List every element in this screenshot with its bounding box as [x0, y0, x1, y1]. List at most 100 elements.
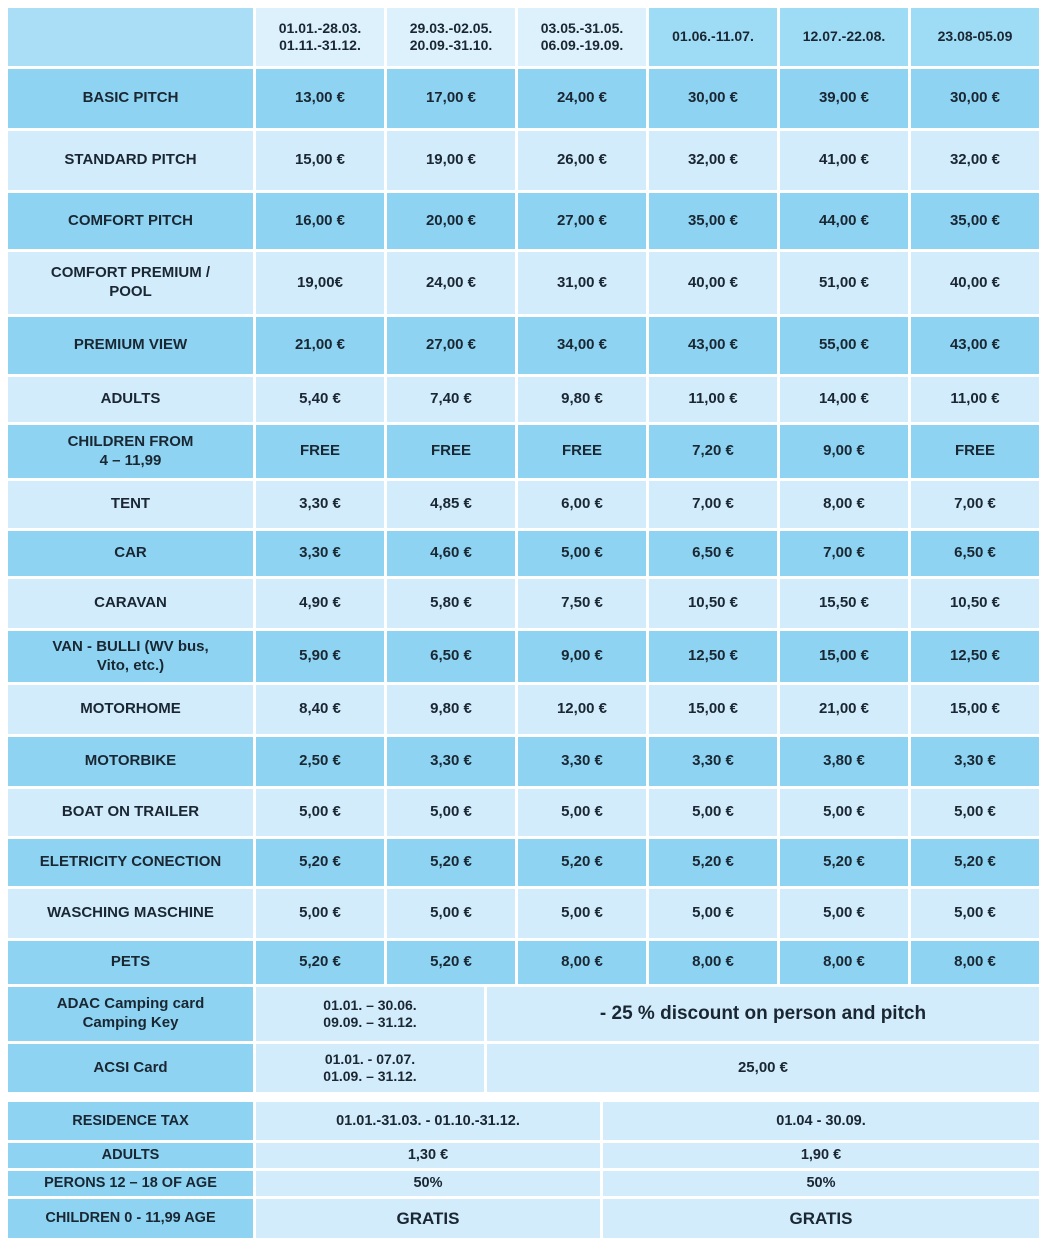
price-cell: 16,00 € — [256, 193, 384, 249]
header-date-cell: 01.06.-11.07. — [649, 8, 777, 66]
price-cell: 15,00 € — [911, 685, 1039, 734]
discount-card-rows: ADAC Camping card Camping Key 01.01. – 30… — [8, 987, 1039, 1092]
row-label: PETS — [8, 941, 253, 984]
price-cell: FREE — [518, 425, 646, 478]
price-cell: 43,00 € — [649, 317, 777, 374]
card-dates: 01.01. - 07.07. 01.09. – 31.12. — [256, 1044, 484, 1092]
price-cell: 10,50 € — [649, 579, 777, 628]
card-label: ADAC Camping card Camping Key — [8, 987, 253, 1041]
table-row: WASCHING MASCHINE 5,00 €5,00 €5,00 €5,00 … — [8, 889, 1039, 938]
price-cell: 8,00 € — [518, 941, 646, 984]
table-row: CARAVAN 4,90 €5,80 €7,50 €10,50 €15,50 €1… — [8, 579, 1039, 628]
row-label: CAR — [8, 531, 253, 576]
price-cell: 11,00 € — [649, 377, 777, 422]
row-label: WASCHING MASCHINE — [8, 889, 253, 938]
price-cell: 8,00 € — [911, 941, 1039, 984]
price-cell: 24,00 € — [518, 69, 646, 128]
price-cell: 4,85 € — [387, 481, 515, 528]
price-cell: 5,20 € — [387, 941, 515, 984]
card-dates: 01.01. – 30.06. 09.09. – 31.12. — [256, 987, 484, 1041]
row-label: BASIC PITCH — [8, 69, 253, 128]
price-cell: 27,00 € — [387, 317, 515, 374]
residence-right: 01.04 - 30.09. — [603, 1102, 1039, 1140]
price-cell: 21,00 € — [780, 685, 908, 734]
price-cell: 27,00 € — [518, 193, 646, 249]
price-cell: 8,40 € — [256, 685, 384, 734]
price-cell: 8,00 € — [780, 941, 908, 984]
price-cell: 6,50 € — [387, 631, 515, 682]
price-cell: 7,00 € — [911, 481, 1039, 528]
price-cell: 7,50 € — [518, 579, 646, 628]
residence-label: ADULTS — [8, 1143, 253, 1168]
row-label: PREMIUM VIEW — [8, 317, 253, 374]
table-row: VAN - BULLI (WV bus, Vito, etc.) 5,90 €6,… — [8, 631, 1039, 682]
card-label: ACSI Card — [8, 1044, 253, 1092]
price-cell: 9,80 € — [518, 377, 646, 422]
row-label: VAN - BULLI (WV bus, Vito, etc.) — [8, 631, 253, 682]
residence-left: 1,30 € — [256, 1143, 600, 1168]
price-cell: 44,00 € — [780, 193, 908, 249]
price-rows: BASIC PITCH 13,00 €17,00 €24,00 €30,00 €3… — [8, 69, 1039, 984]
residence-label: RESIDENCE TAX — [8, 1102, 253, 1140]
price-cell: 3,30 € — [649, 737, 777, 786]
price-cell: 5,00 € — [518, 531, 646, 576]
price-cell: 5,00 € — [256, 889, 384, 938]
price-cell: 10,50 € — [911, 579, 1039, 628]
price-cell: 7,00 € — [780, 531, 908, 576]
price-cell: 32,00 € — [649, 131, 777, 190]
row-label: CHILDREN FROM 4 – 11,99 — [8, 425, 253, 478]
price-cell: 30,00 € — [911, 69, 1039, 128]
price-cell: 7,40 € — [387, 377, 515, 422]
price-cell: 5,00 € — [387, 889, 515, 938]
residence-right: 50% — [603, 1171, 1039, 1196]
price-cell: 6,50 € — [649, 531, 777, 576]
price-cell: 5,20 € — [911, 839, 1039, 886]
row-label: COMFORT PITCH — [8, 193, 253, 249]
residence-row: RESIDENCE TAX 01.01.-31.03. - 01.10.-31.1… — [8, 1102, 1039, 1140]
price-cell: 5,20 € — [780, 839, 908, 886]
header-date-cell: 23.08-05.09 — [911, 8, 1039, 66]
row-label: TENT — [8, 481, 253, 528]
header-date-cell: 29.03.-02.05. 20.09.-31.10. — [387, 8, 515, 66]
price-cell: 12,50 € — [911, 631, 1039, 682]
residence-row: PERONS 12 – 18 OF AGE 50% 50% — [8, 1171, 1039, 1196]
row-label: MOTORHOME — [8, 685, 253, 734]
price-cell: 2,50 € — [256, 737, 384, 786]
table-row: PREMIUM VIEW 21,00 €27,00 €34,00 €43,00 €… — [8, 317, 1039, 374]
price-cell: 5,90 € — [256, 631, 384, 682]
header-date-cell: 01.01.-28.03. 01.11.-31.12. — [256, 8, 384, 66]
row-label: STANDARD PITCH — [8, 131, 253, 190]
price-cell: 12,50 € — [649, 631, 777, 682]
price-cell: 43,00 € — [911, 317, 1039, 374]
price-cell: 5,00 € — [649, 889, 777, 938]
price-cell: FREE — [256, 425, 384, 478]
row-label: MOTORBIKE — [8, 737, 253, 786]
price-cell: 19,00€ — [256, 252, 384, 314]
price-cell: 13,00 € — [256, 69, 384, 128]
table-row: ADULTS 5,40 €7,40 €9,80 €11,00 €14,00 €11… — [8, 377, 1039, 422]
table-row: BOAT ON TRAILER 5,00 €5,00 €5,00 €5,00 €5… — [8, 789, 1039, 836]
price-cell: 41,00 € — [780, 131, 908, 190]
table-row: MOTORHOME 8,40 €9,80 €12,00 €15,00 €21,00… — [8, 685, 1039, 734]
residence-tax-section: RESIDENCE TAX 01.01.-31.03. - 01.10.-31.1… — [8, 1102, 1039, 1238]
price-cell: 34,00 € — [518, 317, 646, 374]
price-cell: 6,50 € — [911, 531, 1039, 576]
price-cell: 40,00 € — [649, 252, 777, 314]
price-cell: 3,30 € — [911, 737, 1039, 786]
card-value: - 25 % discount on person and pitch — [487, 987, 1039, 1041]
card-row: ADAC Camping card Camping Key 01.01. – 30… — [8, 987, 1039, 1041]
row-label: ELETRICITY CONECTION — [8, 839, 253, 886]
price-cell: 5,20 € — [649, 839, 777, 886]
residence-left: 50% — [256, 1171, 600, 1196]
table-row: CAR 3,30 €4,60 €5,00 €6,50 €7,00 €6,50 € — [8, 531, 1039, 576]
price-cell: 5,00 € — [518, 789, 646, 836]
price-cell: 21,00 € — [256, 317, 384, 374]
price-cell: 55,00 € — [780, 317, 908, 374]
price-cell: 19,00 € — [387, 131, 515, 190]
residence-label: PERONS 12 – 18 OF AGE — [8, 1171, 253, 1196]
price-cell: 5,20 € — [256, 839, 384, 886]
price-cell: 15,50 € — [780, 579, 908, 628]
price-cell: 35,00 € — [649, 193, 777, 249]
price-cell: FREE — [911, 425, 1039, 478]
price-cell: 3,30 € — [256, 481, 384, 528]
